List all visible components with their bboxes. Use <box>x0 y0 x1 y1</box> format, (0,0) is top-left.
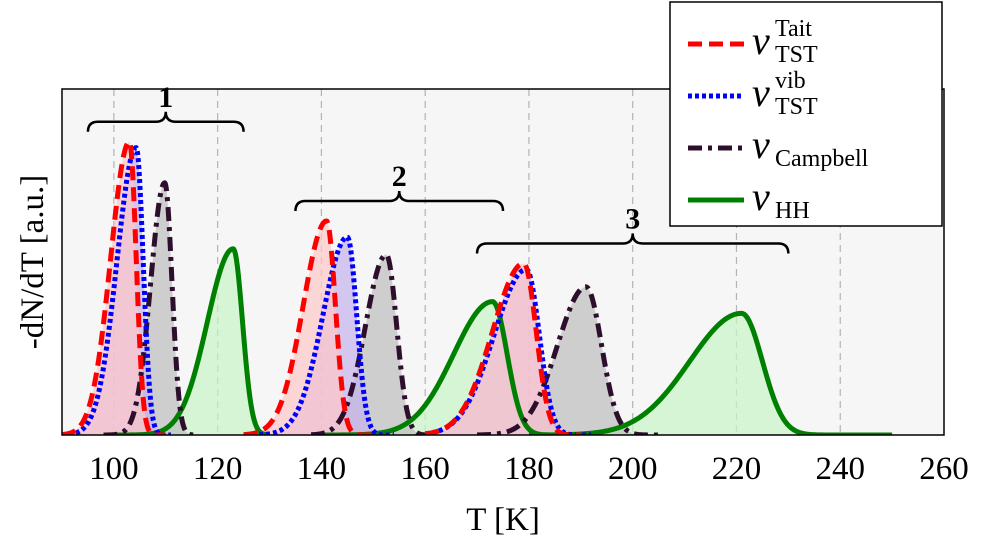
peak-fill <box>528 313 893 435</box>
legend-label: ν <box>752 122 770 167</box>
peak-line <box>423 260 583 435</box>
x-tick-label: 160 <box>400 451 450 487</box>
legend-label: ν <box>752 18 770 63</box>
peak-fill <box>113 248 270 435</box>
group-label: 3 <box>625 202 640 235</box>
peak-line <box>241 218 375 435</box>
x-tick-label: 260 <box>919 451 969 487</box>
peak-line <box>309 252 438 435</box>
legend-subscript: TST <box>775 94 818 120</box>
legend-box <box>669 1 943 227</box>
peak-fill <box>477 286 659 435</box>
legend-subscript: Campbell <box>775 146 869 172</box>
group-bracket <box>86 111 245 132</box>
x-tick-label: 240 <box>815 451 865 487</box>
peak-line <box>62 139 168 435</box>
peak-group-brackets: 1 2 3 <box>86 81 790 254</box>
peak-fill <box>311 254 436 435</box>
legend-label: ν <box>752 174 770 219</box>
x-tick-label: 220 <box>712 451 762 487</box>
legend-subscript: TST <box>775 42 818 68</box>
legend-superscript: vib <box>775 68 806 94</box>
x-tick-label: 180 <box>504 451 554 487</box>
x-axis-label: T [K] <box>466 502 540 538</box>
peak-fill <box>103 182 197 435</box>
peak-line <box>62 145 173 435</box>
peak-fill <box>425 263 581 435</box>
x-tick-label: 120 <box>193 451 243 487</box>
peak-line <box>257 234 396 435</box>
y-axis-label: -dN/dT [a.u.] <box>15 175 51 349</box>
plot-frame <box>61 88 945 436</box>
legend-subscript: HH <box>775 198 810 224</box>
group-label: 2 <box>392 160 407 193</box>
x-axis-ticks: 100 120 140 160 180 200 220 240 260 <box>89 451 969 487</box>
group-label: 1 <box>158 81 173 114</box>
x-tick-label: 140 <box>297 451 347 487</box>
x-tick-label: 100 <box>89 451 139 487</box>
peak-line <box>475 284 661 435</box>
x-tick-label: 200 <box>608 451 658 487</box>
legend-label: ν <box>752 70 770 115</box>
legend-superscript: Tait <box>775 16 812 42</box>
